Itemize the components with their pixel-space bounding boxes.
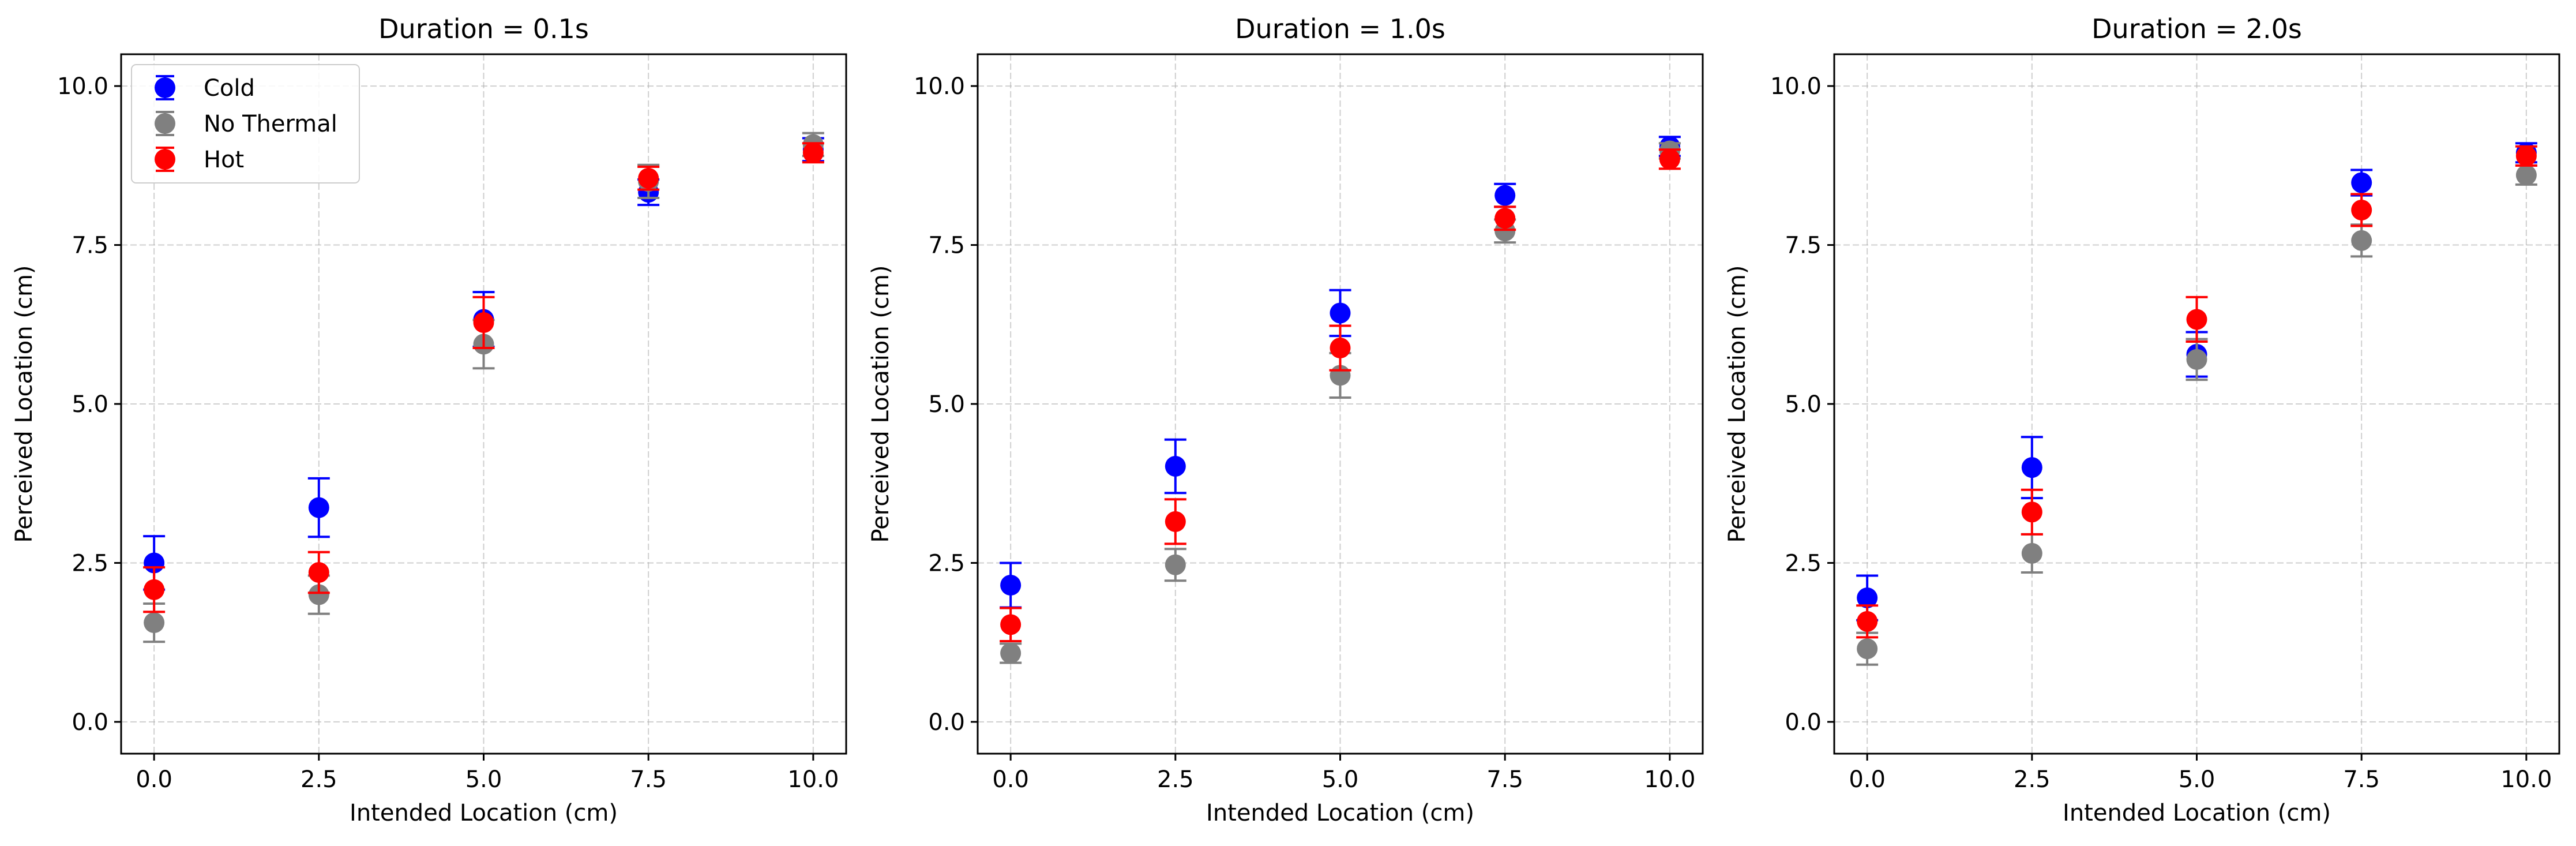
chart-title: Duration = 1.0s bbox=[1235, 13, 1445, 44]
x-tick-label: 2.5 bbox=[2014, 766, 2051, 793]
y-tick-label: 10.0 bbox=[57, 73, 108, 100]
x-tick-label: 7.5 bbox=[2343, 766, 2380, 793]
legend-label: Cold bbox=[204, 75, 255, 102]
series-hot bbox=[143, 142, 824, 613]
legend-label: Hot bbox=[204, 147, 244, 173]
x-tick-label: 10.0 bbox=[2500, 766, 2552, 793]
chart-panel-1: 0.0 2.5 5.0 7.5 10.0 0.0 2.5 5.0 7.5 10.0 Duration… bbox=[11, 13, 847, 826]
data-point bbox=[473, 312, 494, 333]
x-tick-label: 0.0 bbox=[992, 766, 1029, 793]
y-tick-label: 0.0 bbox=[928, 709, 965, 736]
data-point bbox=[1494, 185, 1516, 206]
x-tick-label: 0.0 bbox=[1849, 766, 1886, 793]
x-tick-label: 7.5 bbox=[630, 766, 667, 793]
y-axis-label: Perceived Location (cm) bbox=[868, 265, 894, 542]
data-point bbox=[2021, 457, 2042, 478]
series-hot bbox=[1856, 145, 2537, 639]
legend-marker bbox=[155, 113, 175, 134]
chart-title: Duration = 2.0s bbox=[2091, 13, 2302, 44]
x-tick-label: 5.0 bbox=[2179, 766, 2215, 793]
y-tick-label: 0.0 bbox=[72, 709, 108, 736]
y-tick-label: 2.5 bbox=[72, 550, 108, 577]
legend: Cold No Thermal Hot bbox=[131, 64, 360, 184]
y-tick-label: 5.0 bbox=[72, 391, 108, 418]
y-axis-label: Perceived Location (cm) bbox=[11, 265, 37, 542]
data-point bbox=[1659, 148, 1680, 170]
x-axis-label: Intended Location (cm) bbox=[2063, 800, 2331, 826]
x-tick-label: 2.5 bbox=[301, 766, 337, 793]
y-tick-label: 2.5 bbox=[928, 550, 965, 577]
x-axis-label: Intended Location (cm) bbox=[1206, 800, 1474, 826]
y-tick-label: 10.0 bbox=[1770, 73, 1822, 100]
x-tick-label: 5.0 bbox=[465, 766, 502, 793]
data-point bbox=[308, 561, 329, 583]
data-point bbox=[144, 579, 165, 600]
x-tick-label: 10.0 bbox=[1644, 766, 1695, 793]
data-point bbox=[2515, 145, 2537, 167]
data-point bbox=[2186, 349, 2207, 370]
data-point bbox=[2515, 164, 2537, 186]
data-point bbox=[2021, 542, 2042, 564]
legend-marker bbox=[155, 77, 175, 98]
series-hot bbox=[1000, 148, 1681, 642]
legend-label: No Thermal bbox=[204, 111, 337, 137]
x-tick-label: 5.0 bbox=[1322, 766, 1359, 793]
chart-panel-3: 0.0 2.5 5.0 7.5 10.0 0.0 2.5 5.0 7.5 10.0 Duration… bbox=[1724, 13, 2560, 826]
x-axis-label: Intended Location (cm) bbox=[350, 800, 618, 826]
data-point bbox=[638, 167, 659, 189]
data-point bbox=[1165, 554, 1186, 575]
data-point bbox=[2021, 501, 2042, 523]
legend-box bbox=[131, 64, 360, 184]
data-point bbox=[1857, 611, 1878, 632]
legend-marker bbox=[155, 149, 175, 170]
data-point bbox=[2351, 199, 2372, 220]
data-point bbox=[2351, 230, 2372, 251]
data-point bbox=[1000, 614, 1022, 635]
y-axis-label: Perceived Location (cm) bbox=[1724, 265, 1751, 542]
x-tick-label: 10.0 bbox=[787, 766, 839, 793]
data-point bbox=[1165, 511, 1186, 532]
data-point bbox=[1857, 587, 1878, 609]
x-tick-label: 7.5 bbox=[1486, 766, 1523, 793]
y-tick-label: 2.5 bbox=[1785, 550, 1822, 577]
y-tick-label: 5.0 bbox=[1785, 391, 1822, 418]
x-tick-label: 2.5 bbox=[1157, 766, 1194, 793]
data-point bbox=[2351, 172, 2372, 193]
data-point bbox=[2186, 309, 2207, 330]
chart-panel-2: 0.0 2.5 5.0 7.5 10.0 0.0 2.5 5.0 7.5 10.0 Duration… bbox=[868, 13, 1704, 826]
data-point bbox=[1330, 338, 1351, 359]
data-point bbox=[144, 612, 165, 634]
data-point bbox=[1330, 302, 1351, 324]
data-point bbox=[1165, 455, 1186, 477]
y-tick-label: 5.0 bbox=[928, 391, 965, 418]
y-tick-label: 7.5 bbox=[1785, 233, 1822, 259]
y-tick-label: 7.5 bbox=[928, 233, 965, 259]
data-point bbox=[802, 142, 824, 163]
data-point bbox=[1000, 575, 1022, 596]
data-point bbox=[1857, 638, 1878, 660]
data-point bbox=[308, 497, 329, 518]
data-point bbox=[308, 584, 329, 605]
chart-title: Duration = 0.1s bbox=[378, 13, 589, 44]
data-point bbox=[1494, 208, 1516, 229]
y-tick-label: 7.5 bbox=[72, 233, 108, 259]
data-point bbox=[1000, 642, 1022, 664]
x-tick-label: 0.0 bbox=[136, 766, 172, 793]
y-tick-label: 0.0 bbox=[1785, 709, 1822, 736]
y-tick-label: 10.0 bbox=[914, 73, 965, 100]
